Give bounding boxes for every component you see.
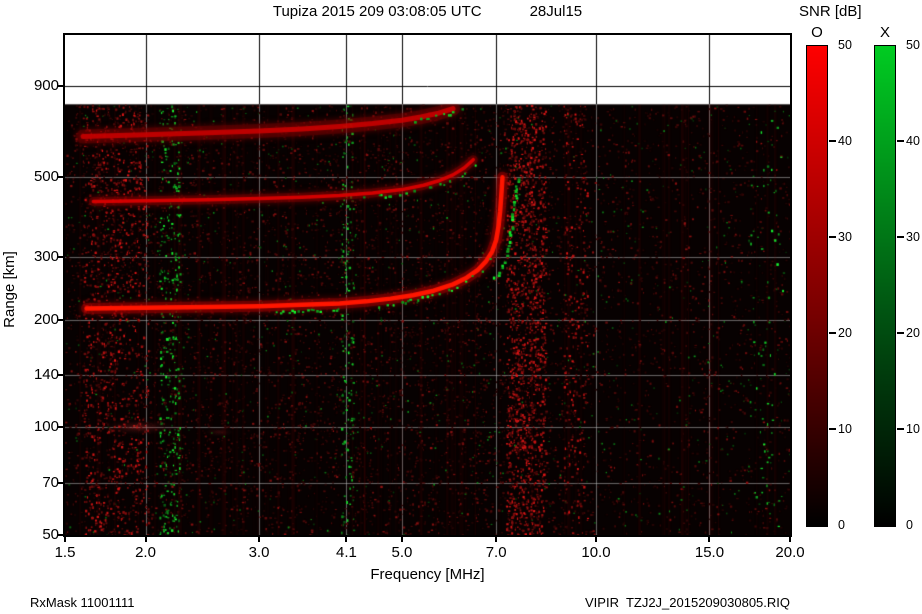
y-tick-label: 200 bbox=[33, 310, 59, 328]
x-tick-label: 10.0 bbox=[581, 544, 611, 561]
y-tick-mark bbox=[58, 176, 63, 179]
x-tick-mark bbox=[400, 537, 403, 542]
x-tick-label: 7.0 bbox=[485, 544, 507, 561]
snr-tick-mark bbox=[897, 428, 904, 430]
y-tick-mark bbox=[58, 481, 63, 484]
snr-tick-label: 40 bbox=[838, 134, 852, 148]
x-tick-mark bbox=[495, 537, 498, 542]
snr-colorbar-title: SNR [dB] bbox=[799, 3, 862, 20]
plot-title: Tupiza 2015 209 03:08:05 UTC 28Jul15 bbox=[65, 3, 790, 20]
x-tick-label: 15.0 bbox=[694, 544, 725, 561]
ionogram-canvas bbox=[65, 35, 790, 535]
snr-tick-mark bbox=[829, 428, 836, 430]
snr-tick-label: 30 bbox=[838, 230, 852, 244]
title-date: 28Jul15 bbox=[529, 3, 583, 20]
snr-tick-label: 0 bbox=[838, 518, 845, 532]
y-tick-label: 500 bbox=[33, 168, 59, 186]
x-tick-label: 3.0 bbox=[248, 544, 270, 561]
x-tick-mark bbox=[345, 537, 348, 542]
plot-area bbox=[63, 33, 792, 537]
y-tick-mark bbox=[58, 85, 63, 88]
x-tick-mark bbox=[258, 537, 260, 542]
y-tick-label: 70 bbox=[42, 473, 59, 491]
y-tick-mark bbox=[58, 318, 63, 321]
snr-tick-mark bbox=[897, 236, 904, 238]
x-tick-mark bbox=[144, 537, 147, 542]
snr-tick-mark bbox=[897, 332, 904, 334]
snr-tick-label: 50 bbox=[906, 38, 920, 52]
y-tick-mark bbox=[58, 534, 63, 536]
y-tick-label: 900 bbox=[33, 77, 59, 95]
snr-tick-mark bbox=[829, 236, 836, 238]
snr-tick-label: 50 bbox=[838, 38, 852, 52]
x-tick-label: 1.5 bbox=[54, 544, 76, 561]
title-station-time: Tupiza 2015 209 03:08:05 UTC bbox=[272, 3, 482, 20]
snr-tick-mark bbox=[897, 140, 904, 142]
snr-tick-label: 40 bbox=[906, 134, 920, 148]
snr-tick-label: 0 bbox=[906, 518, 913, 532]
x-tick-label: 4.1 bbox=[336, 544, 357, 561]
file-name-annotation: VIPIR TZJ2J_2015209030805.RIQ bbox=[585, 595, 790, 610]
snr-tick-mark bbox=[829, 140, 836, 142]
y-tick-label: 140 bbox=[33, 366, 59, 384]
x-tick-mark bbox=[708, 537, 711, 542]
x-mode-colorbar-label: X bbox=[879, 24, 890, 41]
y-tick-label: 50 bbox=[42, 526, 59, 543]
o-colorbar-canvas bbox=[806, 45, 828, 527]
snr-tick-mark bbox=[829, 332, 836, 334]
x-tick-mark bbox=[594, 537, 597, 542]
y-tick-label: 300 bbox=[33, 247, 59, 265]
y-axis-label: Range [km] bbox=[1, 251, 18, 328]
snr-tick-label: 20 bbox=[838, 326, 852, 340]
x-tick-mark bbox=[64, 537, 66, 542]
o-mode-colorbar-label: O bbox=[811, 24, 823, 41]
y-tick-mark bbox=[58, 255, 63, 258]
snr-tick-label: 10 bbox=[906, 422, 920, 436]
x-colorbar-canvas bbox=[874, 45, 896, 527]
snr-tick-label: 30 bbox=[906, 230, 920, 244]
snr-tick-label: 20 bbox=[906, 326, 920, 340]
y-tick-mark bbox=[58, 426, 63, 429]
rx-mask-annotation: RxMask 11001111 bbox=[30, 595, 135, 610]
x-tick-mark bbox=[789, 537, 791, 542]
x-axis-label: Frequency [MHz] bbox=[370, 566, 485, 583]
y-tick-label: 100 bbox=[33, 418, 59, 436]
x-tick-label: 5.0 bbox=[391, 544, 413, 561]
snr-tick-label: 10 bbox=[838, 422, 852, 436]
x-tick-label: 20.0 bbox=[775, 544, 805, 561]
x-tick-label: 2.0 bbox=[135, 544, 156, 561]
y-tick-mark bbox=[58, 374, 63, 377]
